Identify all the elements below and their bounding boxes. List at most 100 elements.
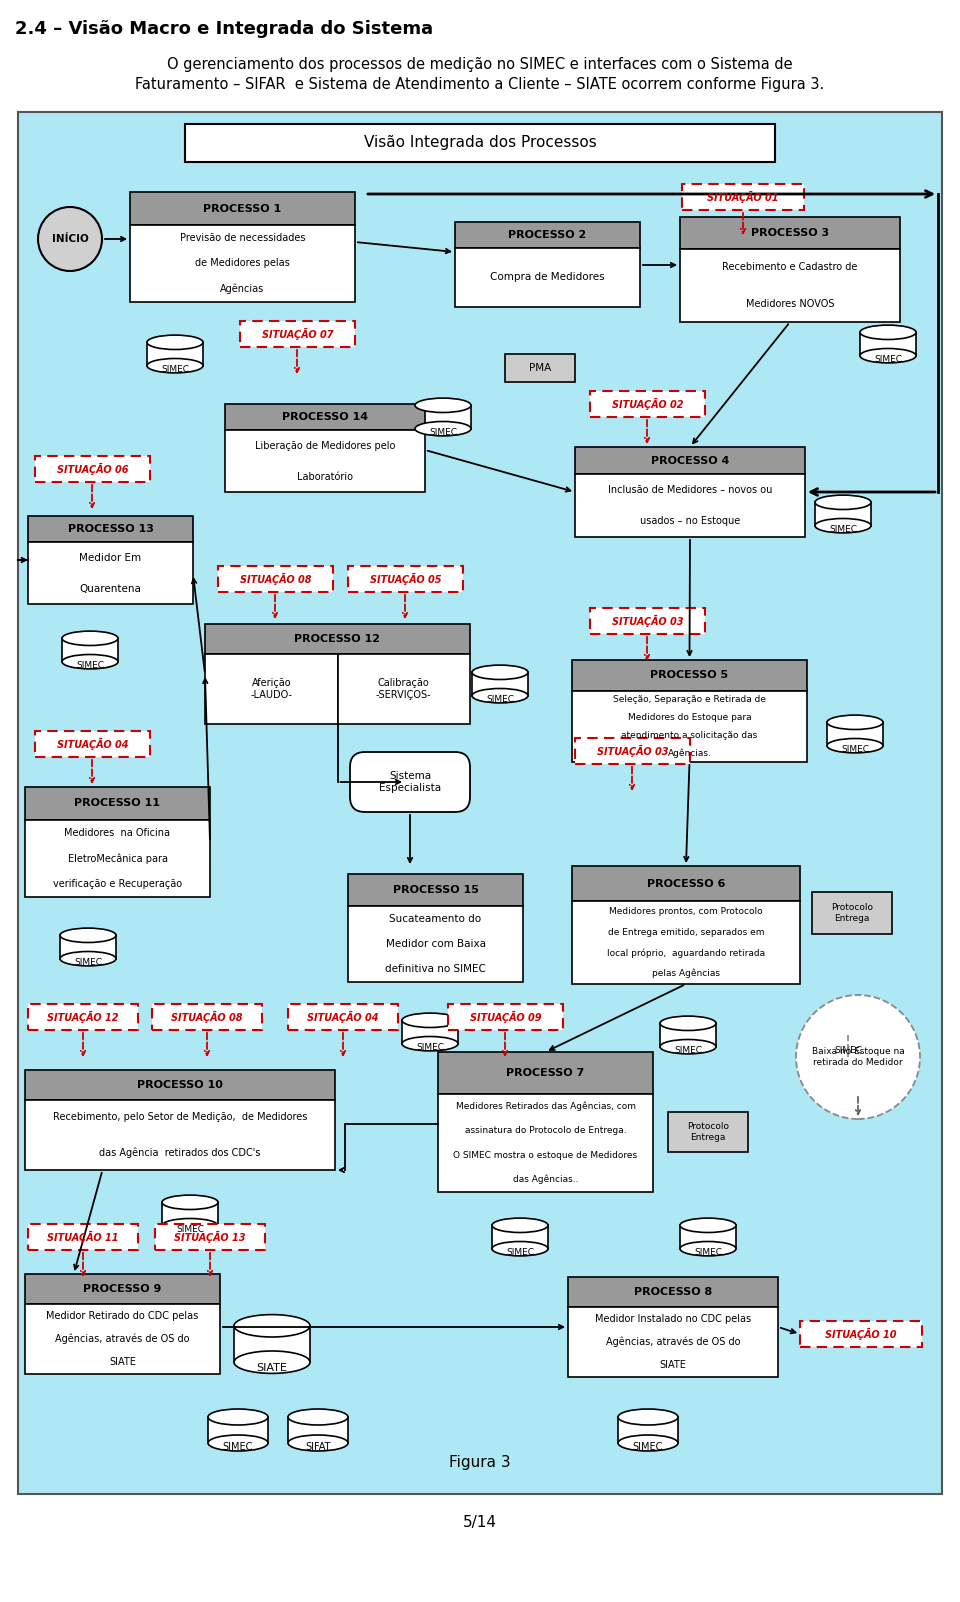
Bar [28,1224,138,1250]
Text: Baixa no Estoque na
retirada do Medidor: Baixa no Estoque na retirada do Medidor [811,1048,904,1067]
Text: SITUAÇÃO 11: SITUAÇÃO 11 [47,1230,119,1243]
Text: Quarentena: Quarentena [80,583,141,594]
Text: PROCESSO 13: PROCESSO 13 [67,524,154,533]
Text: Aferição
-LAUDO-: Aferição -LAUDO- [251,678,292,700]
Text: Faturamento – SIFAR  e Sistema de Atendimento a Cliente – SIATE ocorrem conforme: Faturamento – SIFAR e Sistema de Atendim… [135,77,825,91]
Bar [130,224,355,303]
Text: PROCESSO 9: PROCESSO 9 [84,1283,161,1294]
Text: PROCESSO 5: PROCESSO 5 [651,670,729,681]
Text: SITUAÇÃO 07: SITUAÇÃO 07 [262,328,333,340]
Ellipse shape [860,349,916,364]
Text: SIMEC: SIMEC [874,354,902,364]
Text: SIATE: SIATE [660,1360,686,1370]
Ellipse shape [234,1315,310,1338]
Ellipse shape [860,325,916,340]
Text: O gerenciamento dos processos de medição no SIMEC e interfaces com o Sistema de: O gerenciamento dos processos de medição… [167,56,793,72]
Bar [575,739,690,764]
Ellipse shape [162,1219,218,1234]
Bar [618,1418,678,1443]
Text: SITUAÇÃO 04: SITUAÇÃO 04 [307,1011,379,1024]
Text: Protocolo
Entrega: Protocolo Entrega [687,1123,729,1142]
Bar [402,1020,458,1043]
Bar [28,516,193,543]
Bar [25,1070,335,1101]
Text: Medidores Retirados das Agências, com: Medidores Retirados das Agências, com [455,1102,636,1112]
Ellipse shape [62,655,118,670]
Text: Medidores NOVOS: Medidores NOVOS [746,298,834,309]
Ellipse shape [820,1016,876,1030]
Text: SIMEC: SIMEC [76,660,104,670]
Text: Agências.: Agências. [667,748,711,758]
Ellipse shape [402,1012,458,1027]
Text: SITUAÇÃO 05: SITUAÇÃO 05 [370,574,442,585]
Bar [820,1024,876,1046]
Text: de Entrega emitido, separados em: de Entrega emitido, separados em [608,928,764,937]
Bar [162,1202,218,1226]
Text: PROCESSO 12: PROCESSO 12 [295,634,380,644]
Text: PROCESSO 15: PROCESSO 15 [393,886,478,896]
Text: Previsão de necessidades: Previsão de necessidades [180,232,305,244]
Bar [35,731,150,758]
Text: de Medidores pelas: de Medidores pelas [195,258,290,269]
Ellipse shape [415,421,471,436]
Text: das Agência  retirados dos CDC's: das Agência retirados dos CDC's [99,1147,261,1158]
Text: SIATE: SIATE [256,1363,287,1373]
Text: SIMEC: SIMEC [633,1442,663,1451]
Text: SIMEC: SIMEC [674,1046,702,1054]
Text: SIMEC: SIMEC [429,428,457,437]
Bar [205,625,470,654]
Bar [25,820,210,897]
Text: SITUAÇÃO 08: SITUAÇÃO 08 [171,1011,243,1024]
Ellipse shape [660,1040,716,1054]
Bar [572,867,800,902]
Text: Laboratório: Laboratório [297,471,353,482]
Text: PROCESSO 6: PROCESSO 6 [647,879,725,889]
Text: 2.4 – Visão Macro e Integrada do Sistema: 2.4 – Visão Macro e Integrada do Sistema [15,19,433,38]
Ellipse shape [680,1242,736,1256]
Ellipse shape [827,739,883,753]
Bar [234,1326,310,1362]
Ellipse shape [820,1040,876,1054]
Text: Calibração
-SERVIÇOS-: Calibração -SERVIÇOS- [376,678,432,700]
Bar [505,354,575,381]
Bar [415,405,471,429]
Ellipse shape [472,665,528,679]
Text: SIMEC: SIMEC [841,745,869,755]
Ellipse shape [402,1036,458,1051]
Text: usados – no Estoque: usados – no Estoque [640,516,740,525]
Text: SIMEC: SIMEC [694,1248,722,1258]
Bar [338,654,470,724]
Text: SIMEC: SIMEC [829,525,857,533]
Ellipse shape [618,1435,678,1451]
Text: SITUAÇÃO 03: SITUAÇÃO 03 [597,745,668,758]
Ellipse shape [208,1410,268,1426]
Text: PROCESSO 3: PROCESSO 3 [751,227,829,237]
Text: PROCESSO 8: PROCESSO 8 [634,1286,712,1298]
Text: Medidores do Estoque para: Medidores do Estoque para [628,713,752,723]
Bar [575,474,805,537]
Ellipse shape [618,1410,678,1426]
Text: SIFAT: SIFAT [305,1442,331,1451]
Text: Compra de Medidores: Compra de Medidores [491,272,605,282]
Text: Sistema
Especialista: Sistema Especialista [379,771,441,793]
Bar [147,343,203,365]
Text: SIMEC: SIMEC [176,1226,204,1234]
Bar [35,457,150,482]
Ellipse shape [147,359,203,373]
Bar [288,1418,348,1443]
Bar [660,1024,716,1046]
Ellipse shape [815,519,871,533]
Bar [25,1101,335,1169]
Bar [218,566,333,593]
Text: SITUAÇÃO 04: SITUAÇÃO 04 [57,739,129,750]
Ellipse shape [815,495,871,509]
Bar [800,1322,922,1347]
Ellipse shape [147,335,203,349]
Text: SITUAÇÃO 08: SITUAÇÃO 08 [240,574,311,585]
Text: SITUAÇÃO 01: SITUAÇÃO 01 [708,191,779,203]
Ellipse shape [288,1410,348,1426]
Ellipse shape [472,689,528,703]
Bar [25,787,210,820]
Text: PROCESSO 4: PROCESSO 4 [651,455,730,466]
Bar [155,1224,265,1250]
